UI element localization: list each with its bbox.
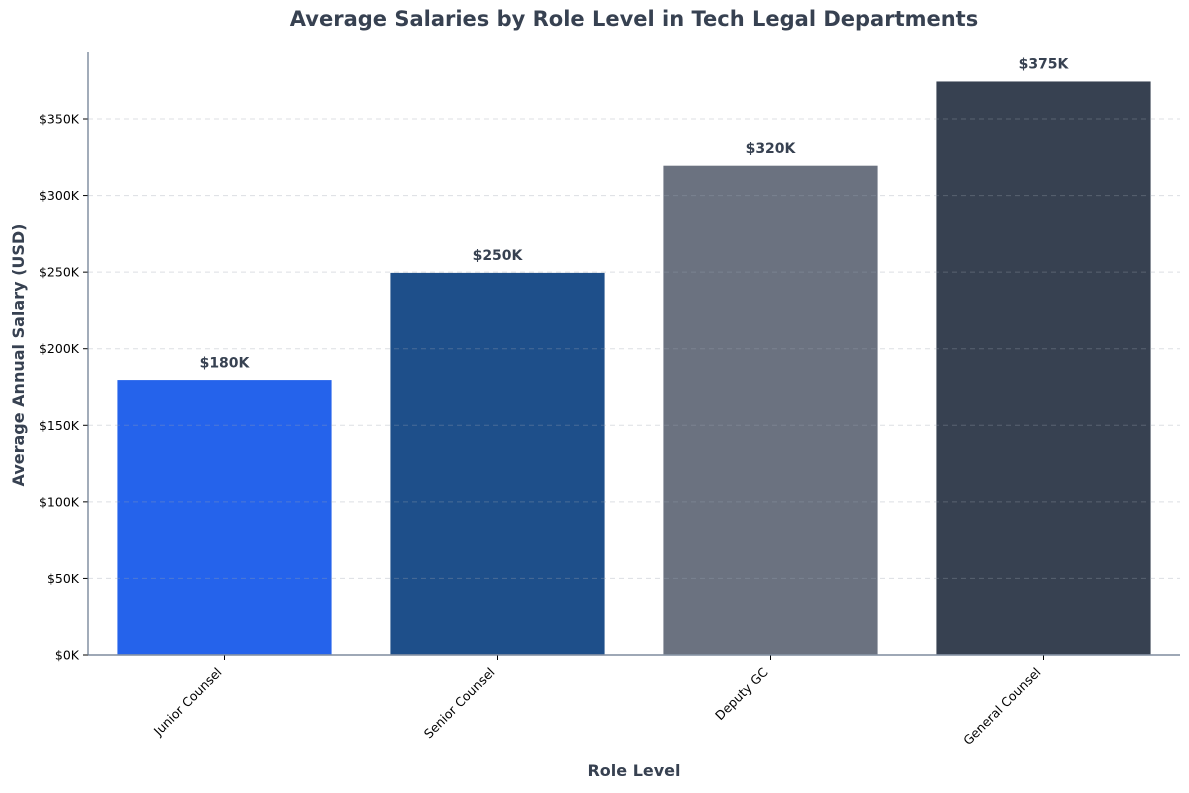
x-axis-label: Role Level	[587, 761, 680, 780]
y-tick-label: $300K	[39, 188, 80, 203]
data-label: $250K	[473, 248, 524, 264]
bar	[661, 164, 880, 656]
y-tick-label: $0K	[55, 648, 80, 663]
bar	[388, 271, 607, 656]
x-tick-label: General Counsel	[960, 665, 1044, 749]
y-tick-label: $150K	[39, 418, 80, 433]
y-axis-label: Average Annual Salary (USD)	[9, 224, 28, 487]
y-tick-label: $250K	[39, 265, 80, 280]
chart-title: Average Salaries by Role Level in Tech L…	[290, 7, 978, 31]
data-label: $320K	[746, 141, 797, 157]
data-label: $375K	[1019, 57, 1070, 73]
bar	[115, 378, 334, 656]
y-tick-label: $100K	[39, 494, 80, 509]
y-tick-label: $50K	[47, 571, 80, 586]
x-tick-label: Junior Counsel	[150, 665, 225, 740]
data-label: $180K	[200, 355, 251, 371]
x-tick-label: Senior Counsel	[421, 665, 498, 742]
y-tick-label: $350K	[39, 112, 80, 127]
x-tick-label: Deputy GC	[712, 664, 771, 723]
y-tick-label: $200K	[39, 341, 80, 356]
bar	[934, 79, 1153, 656]
